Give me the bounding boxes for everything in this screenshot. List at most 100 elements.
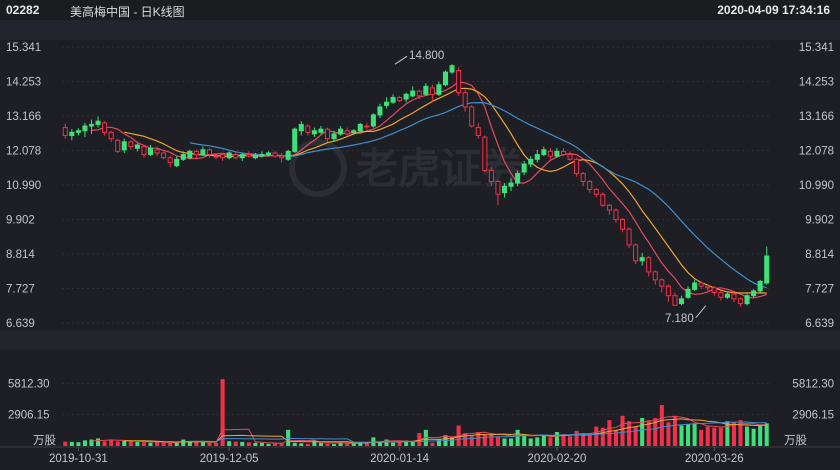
- volume-bar: [489, 433, 494, 446]
- volume-bar: [384, 439, 389, 446]
- candle-body: [318, 128, 324, 133]
- candle-body: [403, 93, 409, 100]
- price-tick-left: 10.990: [6, 180, 41, 192]
- annotation-low: 7.180: [665, 313, 694, 325]
- candle-body: [751, 290, 757, 297]
- annotation-leader: [394, 55, 408, 65]
- volume-tick-right: 2906.15: [792, 410, 834, 422]
- volume-bar: [292, 442, 297, 446]
- volume-bar: [299, 443, 304, 446]
- volume-tick-left: 5812.30: [8, 378, 50, 390]
- volume-bar: [115, 441, 120, 446]
- volume-bar: [89, 439, 94, 446]
- volume-bar: [476, 431, 481, 446]
- watermark-logo: [289, 139, 347, 197]
- volume-bar: [430, 442, 435, 446]
- candle-body: [311, 130, 317, 135]
- candle-body: [167, 157, 173, 163]
- price-tick-left: 9.902: [6, 215, 35, 227]
- price-tick-left: 12.078: [6, 145, 41, 157]
- candle-body: [239, 154, 245, 159]
- candle-body: [246, 154, 252, 157]
- volume-bar: [358, 443, 363, 446]
- volume-bar: [718, 427, 723, 446]
- volume-bar: [548, 437, 553, 446]
- volume-bar: [345, 442, 350, 446]
- volume-bar: [653, 417, 658, 446]
- volume-bar: [469, 436, 474, 446]
- volume-bar: [666, 422, 671, 446]
- candle-body: [370, 114, 376, 127]
- volume-bar: [686, 424, 691, 446]
- volume-bar: [764, 423, 769, 446]
- price-tick-right: 8.814: [805, 249, 834, 261]
- candle-body: [685, 288, 691, 298]
- price-tick-left: 6.639: [6, 318, 35, 330]
- volume-bar: [495, 436, 500, 446]
- candle-body: [154, 149, 160, 154]
- volume-bar: [705, 426, 710, 446]
- stock-code: 02282: [6, 3, 40, 17]
- candle-body: [410, 90, 416, 97]
- volume-bar: [672, 415, 677, 446]
- candle-body: [488, 169, 494, 183]
- volume-tick-right: 5812.30: [792, 378, 834, 390]
- volume-bar: [574, 430, 579, 446]
- candle-body: [200, 149, 206, 156]
- candle-body: [521, 163, 527, 173]
- candle-body: [757, 280, 763, 292]
- price-tick-left: 8.814: [6, 249, 35, 261]
- candle-body: [324, 128, 331, 140]
- volume-bar: [377, 442, 382, 446]
- candle-body: [764, 255, 770, 284]
- volume-bar: [568, 436, 573, 446]
- volume-bar: [404, 440, 409, 446]
- volume-bar: [279, 443, 284, 446]
- volume-bar: [109, 439, 114, 446]
- candle-body: [554, 150, 560, 157]
- volume-bar: [266, 443, 271, 446]
- volume-bar: [102, 441, 107, 446]
- candle-body: [82, 125, 88, 132]
- candle-body: [560, 150, 567, 156]
- candle-body: [508, 182, 514, 187]
- price-tick-right: 6.639: [805, 318, 834, 330]
- price-tick-right: 14.253: [799, 77, 834, 89]
- volume-bar: [738, 420, 743, 446]
- volume-bar: [128, 441, 133, 446]
- volume-unit-right: 万股: [784, 434, 807, 447]
- candle-body: [429, 87, 435, 95]
- volume-bar: [122, 440, 127, 446]
- price-tick-right: 7.727: [805, 283, 834, 295]
- x-tick-label: 2019-12-05: [200, 453, 259, 465]
- volume-bar: [535, 437, 540, 446]
- volume-bar: [76, 442, 81, 446]
- candle-body: [665, 285, 671, 297]
- candle-body: [397, 96, 403, 102]
- volume-bar: [594, 426, 599, 446]
- candle-body: [252, 155, 258, 159]
- volume-bar: [410, 441, 415, 446]
- volume-bar: [509, 438, 514, 446]
- candle-body: [449, 65, 455, 73]
- volume-bar: [246, 442, 251, 446]
- volume-bar: [168, 442, 173, 446]
- volume-bar: [214, 442, 219, 446]
- price-tick-right: 12.078: [799, 145, 834, 157]
- candle-body: [705, 285, 711, 289]
- candle-body: [587, 181, 593, 190]
- candle-body: [351, 130, 357, 133]
- candle-body: [580, 173, 586, 183]
- candle-body: [364, 125, 370, 128]
- volume-bar: [515, 429, 520, 446]
- price-tick-left: 14.253: [6, 77, 41, 89]
- candle-body: [652, 271, 658, 281]
- candle-body: [724, 293, 730, 298]
- candle-body: [737, 298, 744, 305]
- mavol20-line: [189, 421, 767, 443]
- candle-body: [633, 244, 639, 262]
- volume-bar: [692, 423, 697, 446]
- volume-bar: [253, 442, 258, 446]
- volume-bar: [305, 443, 310, 446]
